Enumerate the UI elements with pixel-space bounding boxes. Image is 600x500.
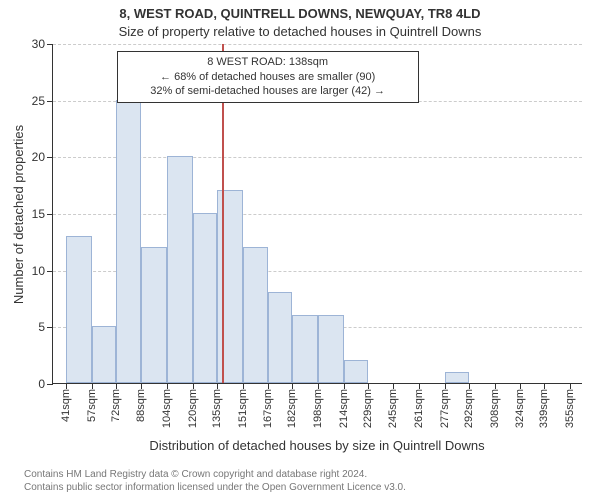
histogram-bar [66,236,92,383]
y-tick-label: 10 [32,264,45,278]
histogram-bar [141,247,167,383]
y-tick [47,327,53,328]
x-tick-label: 167sqm [262,389,274,428]
y-tick [47,271,53,272]
y-axis-label-text: Number of detached properties [12,124,27,303]
gridline [53,44,582,45]
x-tick-label: 198sqm [312,389,324,428]
annotation-line3: 32% of semi-detached houses are larger (… [124,84,412,99]
annotation-box: 8 WEST ROAD: 138sqm ← 68% of detached ho… [117,51,419,104]
footer-line1: Contains HM Land Registry data © Crown c… [24,468,406,481]
y-tick-label: 5 [38,320,45,334]
y-axis-label: Number of detached properties [12,44,26,384]
y-tick-label: 20 [32,150,45,164]
histogram-bar [167,156,193,383]
histogram-bar [344,360,368,383]
histogram-bar [116,100,142,383]
y-tick-label: 0 [38,377,45,391]
x-tick-label: 261sqm [413,389,425,428]
histogram-bar [268,292,292,383]
y-tick [47,157,53,158]
y-tick [47,44,53,45]
x-tick-label: 120sqm [187,389,199,428]
x-tick-label: 355sqm [564,389,576,428]
y-tick-label: 15 [32,207,45,221]
y-tick [47,214,53,215]
x-axis-label: Distribution of detached houses by size … [52,438,582,453]
y-tick-label: 25 [32,94,45,108]
x-tick-label: 182sqm [286,389,298,428]
footer: Contains HM Land Registry data © Crown c… [24,468,406,494]
x-tick-label: 277sqm [439,389,451,428]
y-tick [47,101,53,102]
x-tick-label: 339sqm [538,389,550,428]
y-tick-label: 30 [32,37,45,51]
histogram-bar [445,372,469,383]
annotation-line1: 8 WEST ROAD: 138sqm [124,55,412,70]
x-tick-label: 104sqm [161,389,173,428]
plot-area: 05101520253041sqm57sqm72sqm88sqm104sqm12… [52,44,582,384]
annotation-line2: ← 68% of detached houses are smaller (90… [124,70,412,85]
histogram-bar [193,213,217,383]
x-tick-label: 135sqm [211,389,223,428]
x-tick-label: 308sqm [489,389,501,428]
y-tick [47,384,53,385]
x-tick-label: 292sqm [463,389,475,428]
x-tick-label: 72sqm [110,389,122,422]
histogram-bar [292,315,318,383]
x-tick-label: 88sqm [135,389,147,422]
title-main: 8, WEST ROAD, QUINTRELL DOWNS, NEWQUAY, … [0,6,600,21]
histogram-bar [92,326,116,383]
histogram-bar [243,247,269,383]
x-tick-label: 214sqm [338,389,350,428]
x-tick-label: 57sqm [86,389,98,422]
x-tick-label: 324sqm [514,389,526,428]
footer-line2: Contains public sector information licen… [24,481,406,494]
histogram-bar [318,315,344,383]
title-sub: Size of property relative to detached ho… [0,24,600,39]
x-tick-label: 151sqm [237,389,249,428]
x-tick-label: 41sqm [60,389,72,422]
chart-container: 8, WEST ROAD, QUINTRELL DOWNS, NEWQUAY, … [0,0,600,500]
x-tick-label: 245sqm [387,389,399,428]
x-tick-label: 229sqm [362,389,374,428]
